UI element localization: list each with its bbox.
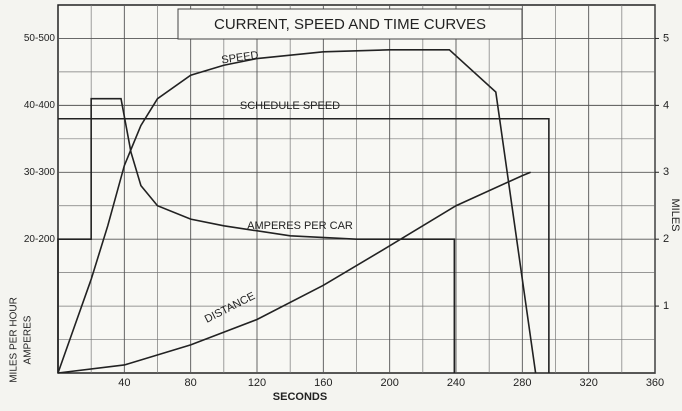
y-tick-label: 30-300	[24, 167, 56, 178]
y-tick-label: 40-400	[24, 100, 56, 111]
y2-tick-label: 5	[663, 32, 669, 44]
y-axis-label: MILES PER HOUR	[9, 297, 20, 383]
x-tick-label: 160	[314, 377, 332, 389]
series-line	[57, 171, 531, 374]
series-label: SPEED	[221, 49, 260, 66]
y-tick-label: 20-200	[24, 234, 56, 245]
x-tick-label: 40	[118, 377, 130, 389]
x-tick-label: 80	[185, 377, 197, 389]
x-tick-label: 200	[380, 377, 398, 389]
series-line	[57, 97, 456, 373]
x-tick-label: 240	[447, 377, 465, 389]
title-box	[177, 8, 523, 40]
y2-tick-label: 2	[663, 233, 669, 245]
y-tick-label: 50-500	[24, 33, 56, 44]
x-tick-label: 120	[248, 377, 266, 389]
y2-tick-label: 1	[663, 300, 669, 312]
y2-axis-label: MILES	[669, 198, 681, 231]
series-label: AMPERES PER CAR	[247, 220, 353, 232]
series-line	[58, 117, 550, 373]
series-label: SCHEDULE SPEED	[240, 100, 340, 112]
series-line	[57, 49, 537, 374]
y2-tick-label: 3	[663, 166, 669, 178]
chart-title: CURRENT, SPEED AND TIME CURVES	[214, 16, 486, 33]
x-tick-label: 320	[579, 377, 597, 389]
y2-tick-label: 4	[663, 99, 669, 111]
x-tick-label: 360	[646, 377, 664, 389]
x-axis-label: SECONDS	[273, 391, 327, 403]
y-axis-label: AMPERES	[23, 315, 34, 364]
x-tick-label: 280	[513, 377, 531, 389]
